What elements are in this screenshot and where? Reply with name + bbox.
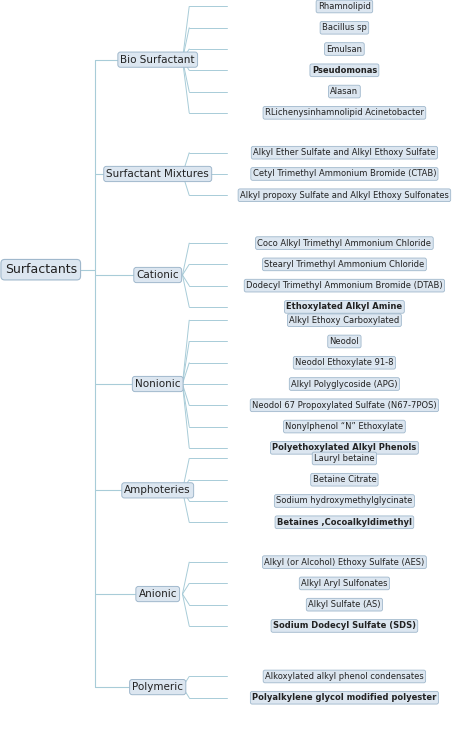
Text: Sodium Dodecyl Sulfate (SDS): Sodium Dodecyl Sulfate (SDS): [273, 621, 416, 630]
Text: Lauryl betaine: Lauryl betaine: [314, 454, 375, 463]
Text: Alkyl Ethoxy Carboxylated: Alkyl Ethoxy Carboxylated: [289, 316, 400, 324]
Text: Polyethoxylated Alkyl Phenols: Polyethoxylated Alkyl Phenols: [272, 443, 417, 452]
Text: Nonylphenol “N” Ethoxylate: Nonylphenol “N” Ethoxylate: [285, 422, 403, 431]
Text: Polymeric: Polymeric: [132, 682, 183, 692]
Text: Ethoxylated Alkyl Amine: Ethoxylated Alkyl Amine: [286, 302, 402, 311]
Text: Nonionic: Nonionic: [135, 379, 181, 389]
Text: Sodium hydroxymethylglycinate: Sodium hydroxymethylglycinate: [276, 497, 412, 505]
Text: Alkoxylated alkyl phenol condensates: Alkoxylated alkyl phenol condensates: [265, 672, 424, 681]
Text: Neodol Ethoxylate 91-8: Neodol Ethoxylate 91-8: [295, 358, 393, 367]
Text: Alkyl Ether Sulfate and Alkyl Ethoxy Sulfate: Alkyl Ether Sulfate and Alkyl Ethoxy Sul…: [253, 149, 436, 157]
Text: Anionic: Anionic: [138, 589, 177, 599]
Text: Alkyl Aryl Sulfonates: Alkyl Aryl Sulfonates: [301, 579, 388, 588]
Text: Surfactants: Surfactants: [5, 263, 77, 276]
Text: Alkyl Sulfate (AS): Alkyl Sulfate (AS): [308, 600, 381, 609]
Text: Coco Alkyl Trimethyl Ammonium Chloride: Coco Alkyl Trimethyl Ammonium Chloride: [257, 239, 431, 248]
Text: Alkyl propoxy Sulfate and Alkyl Ethoxy Sulfonates: Alkyl propoxy Sulfate and Alkyl Ethoxy S…: [240, 191, 449, 200]
Text: Dodecyl Trimethyl Ammonium Bromide (DTAB): Dodecyl Trimethyl Ammonium Bromide (DTAB…: [246, 281, 443, 290]
Text: Alkyl Polyglycoside (APG): Alkyl Polyglycoside (APG): [291, 380, 398, 389]
Text: Betaine Citrate: Betaine Citrate: [312, 475, 376, 484]
Text: Amphoteries: Amphoteries: [124, 486, 191, 495]
Text: Cetyl Trimethyl Ammonium Bromide (CTAB): Cetyl Trimethyl Ammonium Bromide (CTAB): [253, 169, 436, 179]
Text: Betaines ,Cocoalkyldimethyl: Betaines ,Cocoalkyldimethyl: [277, 518, 412, 527]
Text: Alkyl (or Alcohol) Ethoxy Sulfate (AES): Alkyl (or Alcohol) Ethoxy Sulfate (AES): [264, 558, 425, 567]
Text: RLichenysinhamnolipid Acinetobacter: RLichenysinhamnolipid Acinetobacter: [265, 109, 424, 118]
Text: Alasan: Alasan: [330, 87, 358, 96]
Text: Rhamnolipid: Rhamnolipid: [318, 2, 371, 11]
Text: Bio Surfactant: Bio Surfactant: [120, 55, 195, 64]
Text: Pseudomonas: Pseudomonas: [312, 66, 377, 75]
Text: Neodol 67 Propoxylated Sulfate (N67-7POS): Neodol 67 Propoxylated Sulfate (N67-7POS…: [252, 401, 437, 410]
Text: Neodol: Neodol: [329, 337, 359, 346]
Text: Bacillus sp: Bacillus sp: [322, 23, 367, 33]
Text: Cationic: Cationic: [137, 270, 179, 280]
Text: Stearyl Trimethyl Ammonium Chloride: Stearyl Trimethyl Ammonium Chloride: [264, 260, 425, 269]
Text: Surfactant Mixtures: Surfactant Mixtures: [106, 169, 209, 179]
Text: Emulsan: Emulsan: [327, 44, 363, 53]
Text: Polyalkylene glycol modified polyester: Polyalkylene glycol modified polyester: [252, 693, 437, 702]
